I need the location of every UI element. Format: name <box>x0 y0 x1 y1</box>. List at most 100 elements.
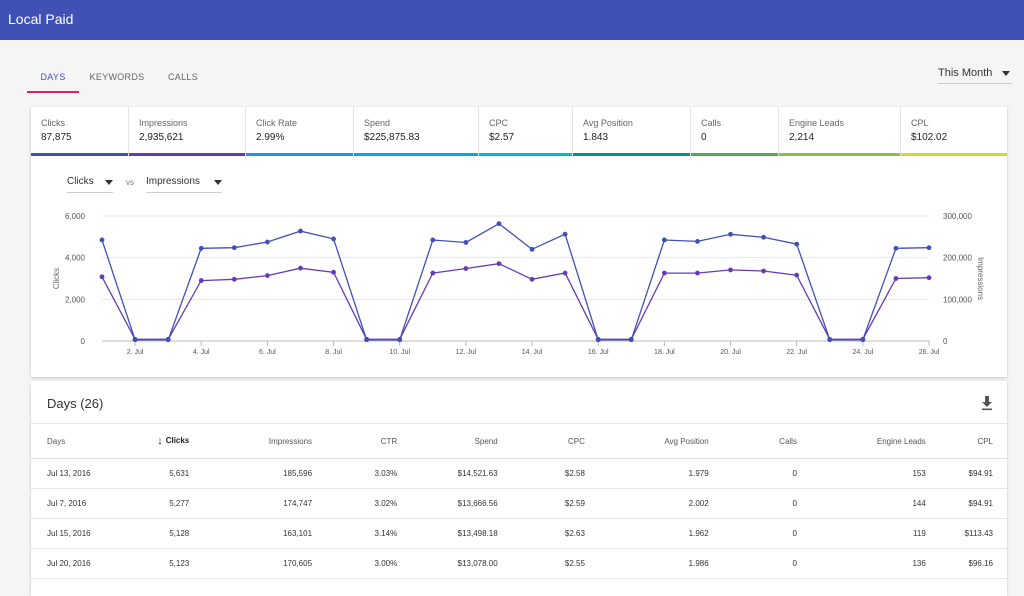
data-point-clicks <box>628 337 634 343</box>
col-header-engine-leads[interactable]: Engine Leads <box>796 423 926 459</box>
data-point-clicks <box>132 337 138 343</box>
kpi-label: Clicks <box>41 118 65 128</box>
cell-engine-leads: 153 <box>796 458 926 489</box>
col-header-ctr[interactable]: CTR <box>312 423 398 459</box>
kpi-click-rate[interactable]: Click Rate 2.99% <box>246 107 354 156</box>
metric-left-select[interactable]: Clicks <box>67 176 113 193</box>
cell-spend: $13,498.18 <box>397 518 498 549</box>
x-tick-label: 22. Jul <box>786 349 807 356</box>
cell-spend: $13,666.56 <box>397 488 498 519</box>
data-point-impressions <box>298 265 303 271</box>
metric-right-select[interactable]: Impressions <box>146 176 222 193</box>
kpi-cpl[interactable]: CPL $102.02 <box>901 107 1007 156</box>
kpi-color-bar <box>354 153 478 156</box>
data-point-impressions <box>661 270 667 276</box>
table-row[interactable]: Jul 15, 2016 5,128 163,101 3.14% $13,498… <box>31 518 1007 549</box>
data-point-impressions <box>265 273 270 278</box>
data-point-clicks <box>595 337 601 343</box>
cell-clicks: 5,631 <box>132 458 190 489</box>
kpi-clicks[interactable]: Clicks 87,875 <box>31 107 129 156</box>
data-point-impressions <box>794 272 800 278</box>
y-axis-label: Clicks <box>52 268 61 289</box>
x-tick-label: 24. Jul <box>853 349 874 356</box>
col-header-cpl[interactable]: CPL <box>925 423 1007 459</box>
cell-cpc: $2.59 <box>497 488 585 519</box>
kpi-label: Avg Position <box>583 118 633 128</box>
cell-impressions: 174,747 <box>189 488 313 519</box>
clicks-impressions-chart: 0 2,000 4,000 6,000 0 100,000 200,000 300,000 2.… <box>52 212 985 356</box>
days-table: Days ↓ Clicks Impressions CTR Spend CPC A… <box>31 423 1007 579</box>
date-range-select[interactable]: This Month <box>938 67 1012 84</box>
table-row[interactable]: Jul 13, 2016 5,631 185,596 3.03% $14,521… <box>31 458 1007 489</box>
data-point-impressions <box>761 268 766 274</box>
data-point-impressions <box>496 261 502 267</box>
data-point-impressions <box>198 278 204 283</box>
kpi-color-bar <box>246 153 353 156</box>
series-line-impressions <box>101 263 930 340</box>
kpi-avg-position[interactable]: Avg Position 1.843 <box>573 107 691 156</box>
chevron-down-icon <box>1002 71 1010 76</box>
cell-cpl: $96.16 <box>925 548 1007 579</box>
kpi-spend[interactable]: Spend $225,875.83 <box>354 107 479 156</box>
cell-avg-position: 1.979 <box>584 458 709 489</box>
cell-cpc: $2.55 <box>497 548 585 579</box>
cell-days: Jul 13, 2016 <box>31 458 133 489</box>
col-header-cpc[interactable]: CPC <box>497 423 585 459</box>
kpi-engine-leads[interactable]: Engine Leads 2,214 <box>779 107 901 156</box>
data-point-clicks <box>364 337 370 343</box>
metric-right-value: Impressions <box>146 176 200 187</box>
x-tick-label: 8. Jul <box>325 349 342 356</box>
data-point-clicks <box>265 239 270 245</box>
chevron-down-icon <box>105 180 113 185</box>
data-point-impressions <box>99 274 105 280</box>
col-header-avg-position[interactable]: Avg Position <box>584 423 709 459</box>
tab-keywords[interactable]: KEYWORDS <box>89 72 145 82</box>
app-title: Local Paid <box>8 11 74 27</box>
cell-ctr: 3.14% <box>312 518 398 549</box>
table-row[interactable]: Jul 7, 2016 5,277 174,747 3.02% $13,666.… <box>31 488 1007 519</box>
kpi-calls[interactable]: Calls 0 <box>691 107 779 156</box>
col-header-spend[interactable]: Spend <box>397 423 498 459</box>
kpi-color-bar <box>479 153 572 156</box>
download-icon[interactable] <box>980 395 994 411</box>
cell-cpl: $94.91 <box>925 488 1007 519</box>
data-point-clicks <box>529 246 535 252</box>
data-point-impressions <box>728 267 733 273</box>
col-header-days[interactable]: Days <box>31 423 133 459</box>
cell-engine-leads: 119 <box>796 518 926 549</box>
kpi-label: Impressions <box>139 118 188 128</box>
kpi-value: 2.99% <box>256 132 285 143</box>
kpi-label: Spend <box>364 118 391 128</box>
data-point-clicks <box>728 231 733 237</box>
table-row[interactable]: Jul 20, 2016 5,123 170,605 3.00% $13,078… <box>31 548 1007 579</box>
kpi-label: Click Rate <box>256 118 298 128</box>
cell-clicks: 5,128 <box>132 518 190 549</box>
kpi-impressions[interactable]: Impressions 2,935,621 <box>129 107 246 156</box>
x-tick-label: 18. Jul <box>654 349 675 356</box>
data-point-clicks <box>463 240 469 245</box>
col-header-impressions[interactable]: Impressions <box>189 423 313 459</box>
data-point-impressions <box>331 269 336 275</box>
data-point-impressions <box>529 276 535 282</box>
x-tick-label: 10. Jul <box>389 349 410 356</box>
cell-cpc: $2.58 <box>497 458 585 489</box>
cell-cpc: $2.63 <box>497 518 585 549</box>
x-tick-label: 16. Jul <box>588 349 609 356</box>
data-point-clicks <box>761 234 766 240</box>
tab-bar: DAYS KEYWORDS CALLS <box>27 62 211 94</box>
cell-cpl: $94.91 <box>925 458 1007 489</box>
kpi-value: 87,875 <box>41 132 72 143</box>
data-point-clicks <box>99 237 105 243</box>
data-point-clicks <box>926 245 932 251</box>
tab-calls[interactable]: CALLS <box>167 72 199 82</box>
y2-axis-label: Impressions <box>976 257 985 300</box>
data-point-clicks <box>794 241 800 247</box>
data-point-impressions <box>430 270 436 276</box>
tab-days[interactable]: DAYS <box>27 62 79 93</box>
kpi-cpc[interactable]: CPC $2.57 <box>479 107 573 156</box>
col-header-clicks[interactable]: ↓ Clicks <box>132 423 190 459</box>
col-header-calls[interactable]: Calls <box>708 423 797 459</box>
data-point-clicks <box>331 236 336 242</box>
kpi-color-bar <box>901 153 1007 156</box>
cell-avg-position: 1.962 <box>584 518 709 549</box>
